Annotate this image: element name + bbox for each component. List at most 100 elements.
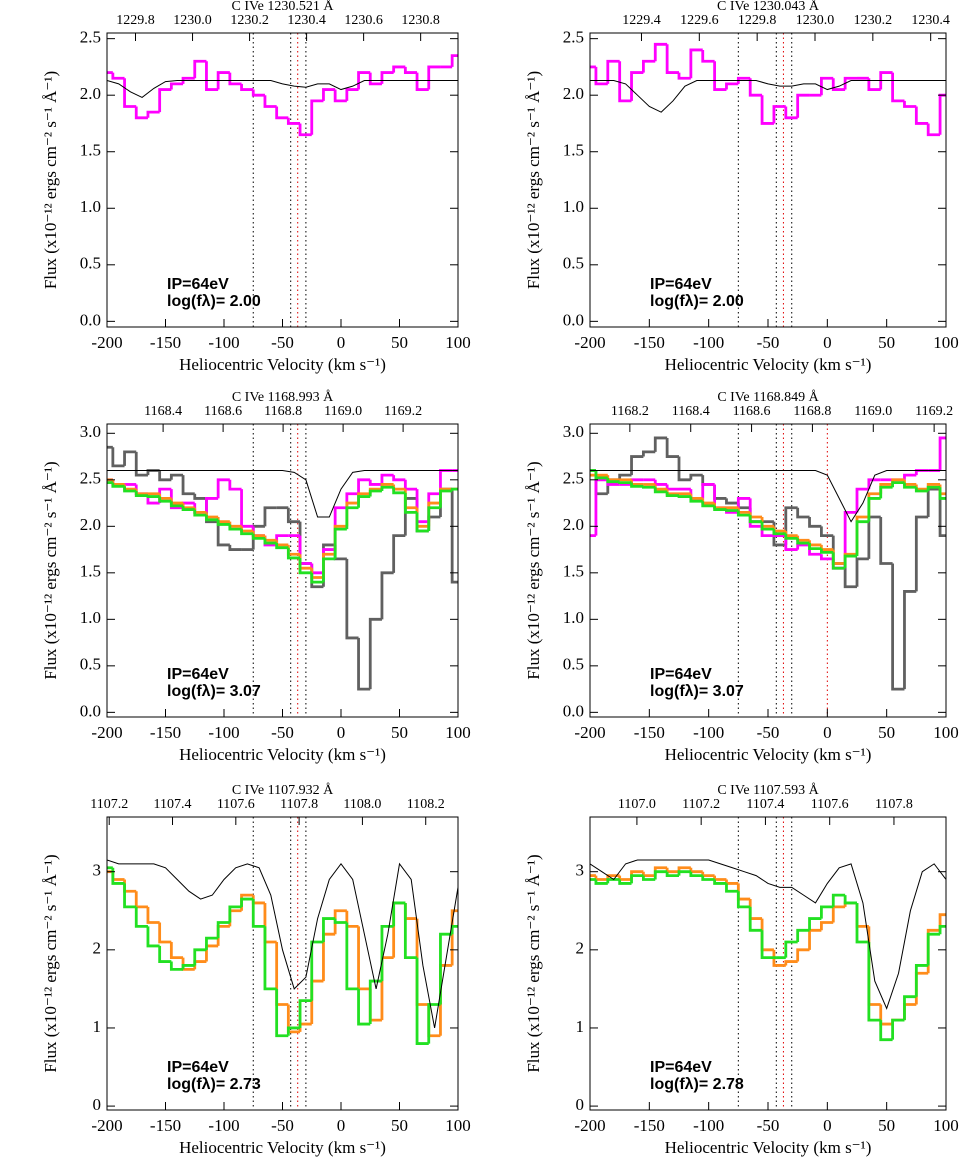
- plot-area: [590, 33, 946, 327]
- x-tick-label: 0: [823, 333, 832, 352]
- flux-step: [748, 78, 763, 97]
- flux-step: [665, 871, 679, 877]
- flux-step: [736, 76, 751, 84]
- flux-step: [169, 961, 184, 971]
- flux-step: [677, 870, 691, 876]
- flux-step: [642, 485, 656, 489]
- y-tick-label: 3.0: [563, 422, 584, 441]
- flux-step: [251, 895, 265, 905]
- flux-step: [820, 548, 834, 554]
- x-tick-label: 100: [933, 1116, 959, 1135]
- flux-step: [725, 883, 739, 893]
- x2-tick-label: 1168.8: [264, 404, 302, 419]
- flux-step: [713, 879, 727, 885]
- flux-step: [713, 484, 727, 510]
- x-tick-label: 100: [445, 723, 471, 742]
- x2-tick-label: 1230.6: [344, 13, 383, 28]
- flux-step: [286, 547, 301, 560]
- flux-step: [240, 897, 254, 907]
- flux-step: [333, 544, 347, 561]
- flux-step: [879, 1020, 893, 1042]
- flux-step: [205, 936, 219, 950]
- flux-step: [263, 506, 277, 527]
- flux-step: [914, 487, 929, 493]
- y-tick-label: 2.5: [80, 469, 101, 488]
- flux-step: [275, 543, 289, 550]
- flux-step: [169, 498, 184, 505]
- flux-step: [843, 510, 857, 569]
- x-tick-label: 100: [933, 333, 959, 352]
- flux-step: [263, 926, 277, 991]
- x-tick-label: -200: [574, 333, 605, 352]
- flux-step: [228, 524, 242, 531]
- x2-tick-label: 1230.2: [854, 13, 893, 28]
- flux-step: [653, 436, 668, 452]
- annotation: log(fλ)= 2.00: [167, 293, 261, 310]
- y-axis-label: Flux (x10⁻¹² ergs cm⁻² s⁻¹ Å⁻¹): [524, 854, 543, 1072]
- x-tick-label: -200: [574, 723, 605, 742]
- x2-tick-label: 1230.0: [796, 13, 835, 28]
- flux-step: [594, 875, 608, 881]
- flux-step: [450, 489, 458, 584]
- flux-step: [345, 558, 359, 640]
- flux-step: [205, 497, 219, 513]
- flux-step: [701, 483, 715, 499]
- flux-step: [240, 529, 254, 536]
- flux-step: [392, 475, 406, 482]
- flux-step: [368, 479, 382, 486]
- x2-tick-label: 1169.0: [324, 404, 362, 419]
- flux-step: [275, 988, 289, 1038]
- flux-step: [867, 926, 881, 1006]
- flux-step: [760, 930, 774, 960]
- flux-step: [796, 928, 810, 943]
- flux-step: [169, 501, 184, 508]
- flux-step: [251, 533, 265, 540]
- panel: -200 -150 -100 -50 0 50 100 1168.4 1168.6 1168.8 1…: [41, 389, 471, 764]
- flux-step: [123, 78, 137, 108]
- flux-step: [111, 482, 125, 488]
- flux-step: [831, 552, 846, 570]
- flux-step: [903, 1003, 917, 1021]
- flux-step: [181, 964, 195, 970]
- x-tick-label: -100: [208, 1116, 239, 1135]
- x2-tick-label: 1168.4: [672, 404, 710, 419]
- flux-step: [427, 1003, 441, 1044]
- flux-step: [415, 72, 429, 91]
- flux-step: [903, 482, 917, 489]
- annotation: IP=64eV: [167, 666, 229, 683]
- flux-step: [357, 71, 371, 90]
- x-tick-label: -200: [91, 723, 122, 742]
- flux-step: [630, 874, 644, 884]
- flux-step: [736, 510, 751, 517]
- flux-step: [169, 489, 184, 510]
- annotation: IP=64eV: [167, 276, 229, 293]
- flux-step: [855, 902, 869, 928]
- flux-step: [415, 918, 429, 1006]
- flux-step: [368, 489, 382, 497]
- flux-step: [333, 909, 347, 935]
- flux-step: [169, 942, 184, 960]
- plot-area: [590, 424, 946, 717]
- x-tick-label: -150: [150, 723, 181, 742]
- flux-step: [146, 469, 160, 476]
- panel-title: C IVe 1230.043 Å: [717, 0, 820, 14]
- y-tick-label: 2.0: [563, 84, 584, 103]
- flux-step: [357, 988, 371, 1026]
- panel: -200 -150 -100 -50 0 50 100 1107.0 1107.2 1107.4 1…: [524, 782, 959, 1157]
- flux-step: [169, 473, 184, 480]
- x2-tick-label: 1169.2: [384, 404, 422, 419]
- flux-step: [357, 495, 371, 508]
- model-line: [590, 470, 946, 523]
- flux-step: [415, 489, 429, 524]
- flux-step: [216, 517, 230, 524]
- flux-step: [415, 512, 429, 533]
- flux-step: [914, 971, 929, 1005]
- flux-step: [855, 902, 869, 944]
- plot-frame: [106, 816, 459, 1111]
- flux-step: [713, 875, 727, 881]
- flux-step: [322, 932, 336, 982]
- flux-step: [205, 515, 219, 522]
- flux-step: [251, 89, 265, 97]
- x2-tick-label: 1169.2: [915, 404, 953, 419]
